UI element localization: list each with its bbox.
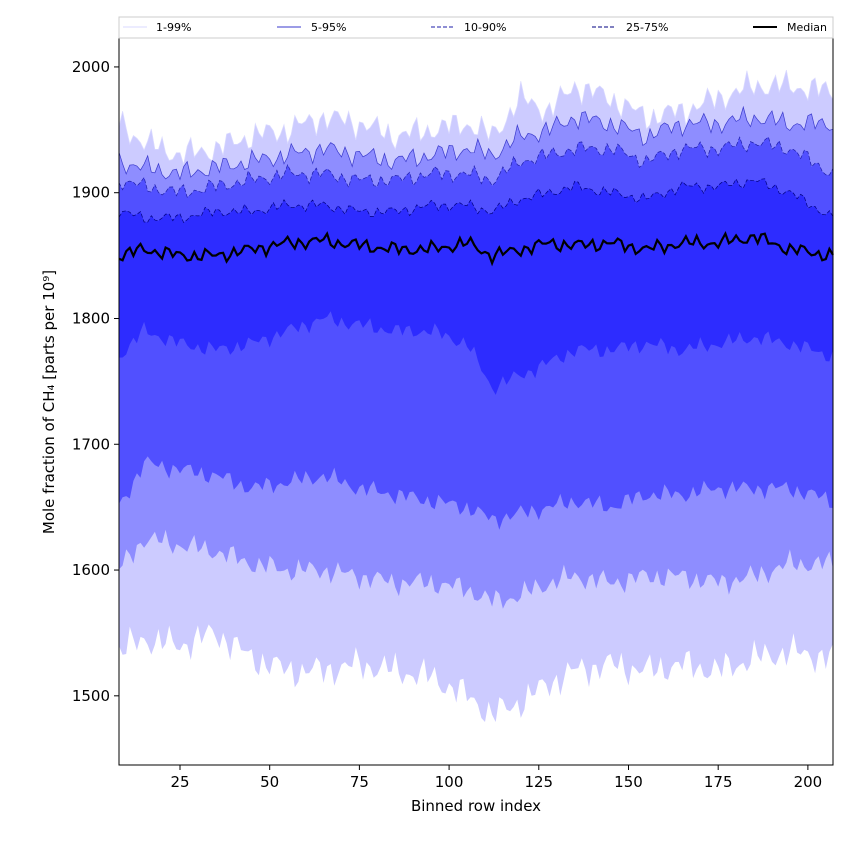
y-tick-label: 2000 (72, 58, 110, 76)
x-tick-label: 150 (614, 773, 643, 791)
x-axis: 25 50 75 100 125 150 175 200 (170, 765, 822, 791)
legend-label: 5-95% (311, 21, 346, 34)
legend-label: 10-90% (464, 21, 506, 34)
x-tick-label: 125 (524, 773, 553, 791)
legend: 1-99% 5-95% 10-90% 25-75% Median (118, 16, 834, 39)
median-line (118, 230, 834, 267)
band-edge-5-95pct (118, 105, 834, 181)
band-edge-1-99pct (118, 69, 834, 165)
y-tick-label: 1800 (72, 309, 110, 327)
y-tick-label: 1600 (72, 561, 110, 579)
x-tick-label: 25 (170, 773, 189, 791)
band-25-75pct (119, 178, 833, 395)
legend-label: 25-75% (626, 21, 668, 34)
x-tick-label: 175 (704, 773, 733, 791)
y-axis: 1500 1600 1700 1800 1900 2000 (72, 58, 119, 705)
x-axis-label: Binned row index (411, 797, 541, 815)
y-tick-label: 1500 (72, 687, 110, 705)
x-tick-label: 200 (794, 773, 823, 791)
legend-box (118, 16, 834, 39)
x-tick-label: 100 (435, 773, 464, 791)
x-tick-label: 75 (350, 773, 369, 791)
y-tick-label: 1900 (72, 184, 110, 202)
legend-label: 1-99% (156, 21, 191, 34)
x-tick-label: 50 (260, 773, 279, 791)
legend-label: Median (787, 21, 827, 34)
median-layer (118, 230, 834, 267)
y-tick-label: 1700 (72, 435, 110, 453)
bands-layer (118, 69, 834, 722)
y-axis-label: Mole fraction of CH₄ [parts per 10⁹] (40, 270, 58, 534)
band-edge-25-75pct (118, 178, 834, 224)
